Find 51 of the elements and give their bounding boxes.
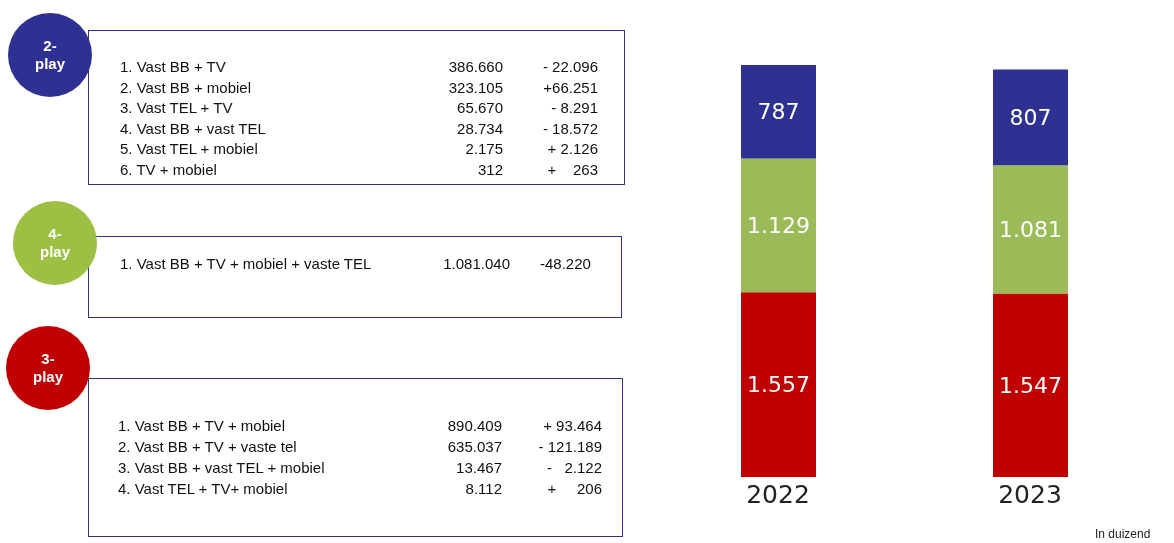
text: 5. Vast TEL + mobiel — [120, 140, 258, 159]
data-label: 1.129 — [747, 212, 810, 238]
text: -48.220 — [540, 255, 591, 273]
text: 2. Vast BB + mobiel — [120, 78, 252, 97]
text: 28.734 — [457, 119, 503, 138]
text: - 8.291 — [551, 99, 598, 118]
bar — [741, 65, 816, 159]
text: 3-play — [32, 350, 64, 386]
text: 1.081.040 — [443, 255, 510, 273]
text: 2.175 — [465, 140, 503, 159]
data-label: 807 — [1009, 104, 1052, 130]
text: - 121.189 — [538, 438, 602, 456]
text: 4-play — [39, 225, 71, 261]
text: 65.670 — [457, 99, 503, 118]
bar — [741, 292, 816, 477]
text: 6. TV + mobiel — [120, 161, 217, 179]
bar — [993, 165, 1068, 294]
text: - 22.096 — [542, 58, 598, 76]
text: 890.409 — [447, 417, 502, 435]
text: 3. Vast TEL + TV — [120, 99, 233, 118]
text: - 18.572 — [542, 119, 598, 138]
x-tick-label: 2022 — [746, 479, 810, 509]
text: 323.105 — [448, 78, 503, 97]
text: + 206 — [547, 480, 602, 498]
text: 2-play — [34, 37, 66, 73]
text: In duizend — [1095, 527, 1151, 541]
text: 1. Vast BB + TV + mobiel + vaste TEL — [120, 255, 372, 273]
text: 2. Vast BB + TV + vaste tel — [118, 438, 297, 456]
text: 312 — [477, 161, 503, 179]
data-label: 1.557 — [747, 372, 810, 398]
text: 386.660 — [448, 58, 503, 76]
text: 1. Vast BB + TV + mobiel — [118, 417, 286, 435]
text: + 263 — [547, 161, 598, 179]
bar — [993, 69, 1068, 166]
text: + 2.126 — [547, 140, 598, 159]
text: 4. Vast BB + vast TEL — [120, 119, 266, 138]
data-label: 1.081 — [999, 216, 1062, 242]
text: - 2.122 — [546, 459, 602, 477]
text: 8.112 — [465, 480, 502, 498]
text: 3. Vast BB + vast TEL + mobiel — [118, 459, 325, 477]
text: 1. Vast BB + TV — [120, 58, 226, 76]
data-label: 787 — [757, 99, 800, 125]
text: + 93.464 — [543, 417, 602, 435]
text: 13.467 — [456, 459, 502, 477]
text: 635.037 — [447, 438, 502, 456]
x-tick-label: 2023 — [998, 479, 1062, 509]
data-label: 1.547 — [999, 372, 1062, 398]
text: 4. Vast TEL + TV+ mobiel — [118, 480, 288, 498]
bar — [741, 158, 816, 293]
text: +66.251 — [543, 78, 598, 97]
bar — [993, 293, 1068, 477]
